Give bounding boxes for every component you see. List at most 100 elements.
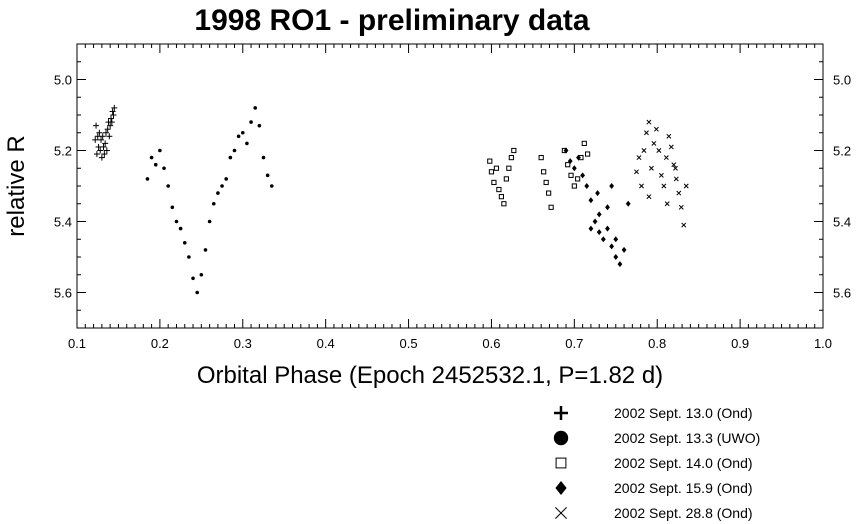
y-tick-label-left: 5.6 bbox=[54, 286, 72, 301]
data-point-series-4 bbox=[641, 148, 647, 153]
data-point-series-0 bbox=[92, 136, 99, 143]
data-point-series-4 bbox=[636, 155, 642, 161]
data-point-series-3 bbox=[605, 204, 610, 211]
x-tick-label: 0.5 bbox=[400, 336, 418, 351]
data-point-series-0 bbox=[109, 108, 116, 115]
data-point-series-4 bbox=[646, 194, 652, 200]
legend-marker-square bbox=[555, 457, 567, 469]
data-point-series-4 bbox=[671, 162, 677, 168]
legend-marker-diamond bbox=[555, 481, 567, 495]
data-point-series-2 bbox=[511, 147, 517, 154]
data-point-series-0 bbox=[110, 112, 117, 118]
legend-marker-plus bbox=[554, 406, 568, 420]
data-point-series-3 bbox=[617, 261, 623, 268]
data-point-series-1 bbox=[236, 134, 241, 139]
data-point-series-4 bbox=[678, 204, 684, 210]
data-point-series-3 bbox=[621, 246, 627, 253]
data-point-series-3 bbox=[588, 225, 594, 232]
data-point-series-3 bbox=[595, 190, 600, 197]
data-point-series-4 bbox=[663, 155, 669, 161]
data-point-series-0 bbox=[108, 119, 115, 126]
data-point-series-2 bbox=[575, 176, 581, 182]
x-tick-label: 0.9 bbox=[731, 336, 749, 351]
data-point-series-1 bbox=[174, 219, 179, 224]
data-point-series-3 bbox=[609, 243, 615, 250]
data-point-series-0 bbox=[111, 104, 118, 111]
data-point-series-3 bbox=[600, 236, 606, 243]
x-tick-label: 0.1 bbox=[68, 336, 86, 351]
data-point-series-0 bbox=[104, 126, 111, 133]
data-point-series-0 bbox=[96, 129, 103, 136]
data-point-series-0 bbox=[98, 154, 105, 161]
data-point-series-3 bbox=[625, 200, 631, 207]
x-tick-label: 0.3 bbox=[234, 336, 252, 351]
legend-marker-circle bbox=[553, 430, 569, 446]
legend-marker-cross bbox=[555, 507, 567, 519]
y-tick-label-right: 5.6 bbox=[833, 286, 851, 301]
data-point-series-0 bbox=[100, 143, 107, 150]
data-point-series-2 bbox=[496, 186, 502, 193]
data-point-series-0 bbox=[107, 115, 114, 122]
data-points bbox=[92, 104, 689, 295]
data-point-series-3 bbox=[592, 218, 598, 225]
data-point-series-1 bbox=[162, 166, 166, 171]
data-point-series-1 bbox=[253, 106, 258, 110]
data-point-series-1 bbox=[216, 191, 220, 195]
data-point-series-1 bbox=[203, 248, 208, 252]
plot-frame bbox=[76, 43, 824, 329]
data-point-series-2 bbox=[508, 155, 514, 161]
y-tick-label-right: 5.4 bbox=[833, 215, 851, 230]
data-point-series-3 bbox=[576, 154, 581, 161]
data-point-series-0 bbox=[98, 136, 105, 143]
data-point-series-2 bbox=[493, 165, 500, 171]
legend-label: 2002 Sept. 13.0 (Ond) bbox=[614, 405, 753, 421]
legend-label: 2002 Sept. 13.3 (UWO) bbox=[614, 430, 760, 446]
data-point-series-2 bbox=[488, 169, 495, 175]
data-point-series-4 bbox=[664, 201, 670, 207]
data-point-series-3 bbox=[567, 158, 573, 165]
data-point-series-1 bbox=[220, 184, 224, 188]
data-point-series-1 bbox=[224, 177, 228, 181]
data-point-series-1 bbox=[228, 155, 233, 160]
data-point-series-1 bbox=[191, 276, 195, 281]
data-point-series-2 bbox=[546, 190, 552, 196]
data-point-series-3 bbox=[613, 254, 619, 260]
data-point-series-0 bbox=[97, 147, 104, 154]
data-point-series-1 bbox=[211, 201, 216, 206]
data-point-series-2 bbox=[506, 165, 512, 171]
data-point-series-2 bbox=[541, 169, 547, 175]
y-axis-label: relative R bbox=[3, 135, 30, 236]
data-point-series-4 bbox=[651, 140, 657, 146]
data-point-series-1 bbox=[261, 155, 266, 160]
data-point-series-4 bbox=[634, 169, 639, 175]
data-point-series-3 bbox=[596, 211, 602, 218]
data-point-series-1 bbox=[178, 226, 183, 231]
data-point-series-1 bbox=[170, 205, 175, 210]
data-point-series-2 bbox=[565, 162, 571, 168]
data-point-series-3 bbox=[563, 147, 569, 154]
data-point-series-4 bbox=[668, 144, 674, 150]
data-point-series-2 bbox=[543, 179, 549, 186]
data-point-series-4 bbox=[653, 126, 659, 132]
chart-title: 1998 RO1 - preliminary data bbox=[194, 4, 589, 37]
data-point-series-0 bbox=[99, 133, 106, 140]
data-point-series-4 bbox=[673, 165, 678, 171]
data-point-series-3 bbox=[580, 172, 586, 179]
x-tick-label: 0.7 bbox=[565, 336, 583, 351]
x-tick-label: 0.8 bbox=[648, 336, 666, 351]
data-point-series-4 bbox=[676, 190, 682, 196]
data-point-series-1 bbox=[265, 173, 270, 178]
data-point-series-2 bbox=[581, 140, 587, 147]
data-point-series-4 bbox=[639, 183, 644, 189]
data-point-series-1 bbox=[207, 219, 212, 224]
data-point-series-1 bbox=[166, 184, 170, 188]
data-point-series-0 bbox=[103, 129, 110, 136]
data-point-series-3 bbox=[571, 165, 577, 172]
data-point-series-2 bbox=[498, 194, 504, 200]
data-point-series-3 bbox=[613, 236, 619, 243]
data-point-series-2 bbox=[538, 155, 544, 161]
data-point-series-4 bbox=[661, 183, 667, 189]
x-axis-label: Orbital Phase (Epoch 2452532.1, P=1.82 d… bbox=[197, 362, 663, 389]
legend-label: 2002 Sept. 15.9 (Ond) bbox=[614, 480, 753, 496]
data-point-series-2 bbox=[571, 183, 577, 189]
